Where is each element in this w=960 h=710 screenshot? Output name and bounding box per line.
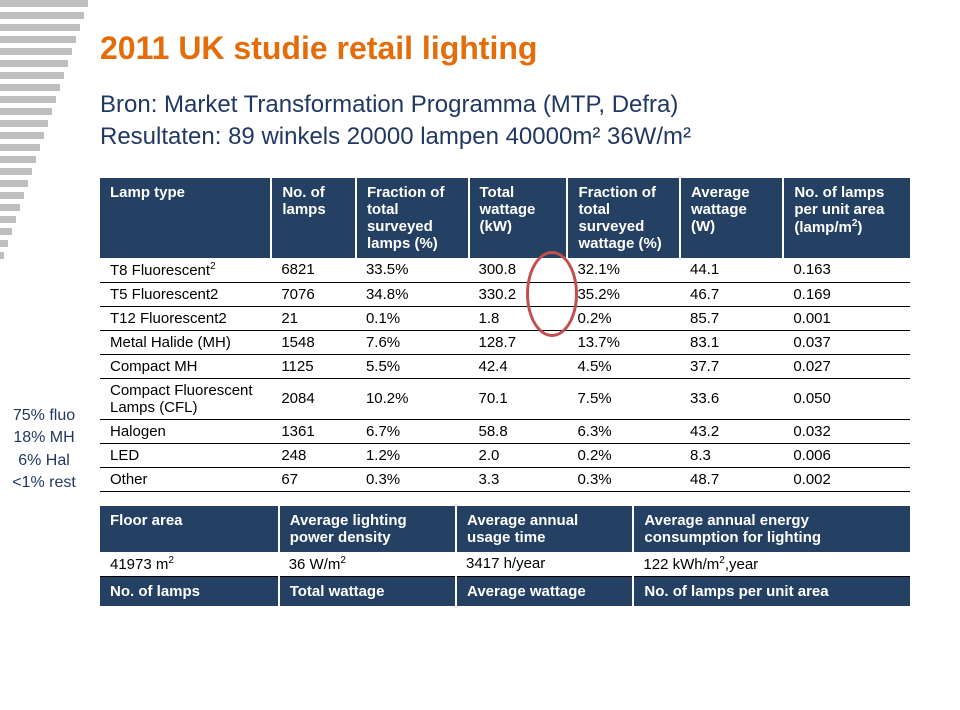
table-cell: 2084 <box>271 378 356 419</box>
table-cell: 3417 h/year <box>456 552 633 577</box>
page-title: 2011 UK studie retail lighting <box>100 30 960 67</box>
table-cell: 42.4 <box>469 354 568 378</box>
summary-footer-cell: No. of lamps <box>100 576 279 606</box>
table-cell: 7.6% <box>356 330 469 354</box>
table-cell: 0.163 <box>783 258 910 283</box>
table-row: T5 Fluorescent2707634.8%330.235.2%46.70.… <box>100 282 910 306</box>
table-cell: 0.027 <box>783 354 910 378</box>
table-cell: 0.169 <box>783 282 910 306</box>
summary-footer-cell: No. of lamps per unit area <box>633 576 910 606</box>
table-cell: 0.032 <box>783 419 910 443</box>
lamp-col-header: Fraction of total surveyed lamps (%) <box>356 178 469 258</box>
table-cell: 0.001 <box>783 306 910 330</box>
table-cell: 6821 <box>271 258 356 283</box>
table-cell: 0.3% <box>567 467 680 491</box>
lamp-col-header: Average wattage (W) <box>680 178 783 258</box>
table-cell: 32.1% <box>567 258 680 283</box>
summary-col-header: Average lighting power density <box>279 506 456 552</box>
table-cell: 2.0 <box>469 443 568 467</box>
summary-table: Floor areaAverage lighting power density… <box>100 506 910 606</box>
table-cell: T8 Fluorescent2 <box>100 258 271 283</box>
summary-header-row: Floor areaAverage lighting power density… <box>100 506 910 552</box>
table-cell: 21 <box>271 306 356 330</box>
table-row: Compact MH11255.5%42.44.5%37.70.027 <box>100 354 910 378</box>
table-row: T8 Fluorescent2682133.5%300.832.1%44.10.… <box>100 258 910 283</box>
table-cell: 0.002 <box>783 467 910 491</box>
table-cell: 6.3% <box>567 419 680 443</box>
table-cell: 3.3 <box>469 467 568 491</box>
table-cell: 5.5% <box>356 354 469 378</box>
table-cell: 13.7% <box>567 330 680 354</box>
table-cell: 1361 <box>271 419 356 443</box>
table-cell: 0.037 <box>783 330 910 354</box>
table-cell: 0.2% <box>567 306 680 330</box>
table-cell: 34.8% <box>356 282 469 306</box>
table-cell: 248 <box>271 443 356 467</box>
table-row: Metal Halide (MH)15487.6%128.713.7%83.10… <box>100 330 910 354</box>
subtitle-line-2: Resultaten: 89 winkels 20000 lampen 4000… <box>100 123 691 150</box>
lamp-col-header: No. of lamps <box>271 178 356 258</box>
table-cell: 67 <box>271 467 356 491</box>
summary-data-row: 41973 m236 W/m23417 h/year122 kWh/m2,yea… <box>100 552 910 577</box>
table-cell: LED <box>100 443 271 467</box>
table-cell: 1.2% <box>356 443 469 467</box>
table-cell: T12 Fluorescent2 <box>100 306 271 330</box>
table-cell: 37.7 <box>680 354 783 378</box>
table-cell: 85.7 <box>680 306 783 330</box>
summary-footer-cell: Average wattage <box>456 576 633 606</box>
lamp-col-header: No. of lamps per unit area (lamp/m2) <box>783 178 910 258</box>
highlight-circle <box>526 251 578 337</box>
table-cell: 58.8 <box>469 419 568 443</box>
table-row: LED2481.2%2.00.2%8.30.006 <box>100 443 910 467</box>
table-cell: 8.3 <box>680 443 783 467</box>
summary-col-header: Average annual usage time <box>456 506 633 552</box>
lamp-table-header-row: Lamp typeNo. of lampsFraction of total s… <box>100 178 910 258</box>
table-cell: 4.5% <box>567 354 680 378</box>
table-cell: 1125 <box>271 354 356 378</box>
table-cell: 10.2% <box>356 378 469 419</box>
table-cell: 33.6 <box>680 378 783 419</box>
table-cell: Halogen <box>100 419 271 443</box>
table-cell: 36 W/m2 <box>279 552 456 577</box>
table-cell: 0.2% <box>567 443 680 467</box>
lamp-col-header: Fraction of total surveyed wattage (%) <box>567 178 680 258</box>
table-cell: 41973 m2 <box>100 552 279 577</box>
table-cell: 70.1 <box>469 378 568 419</box>
table-cell: Compact MH <box>100 354 271 378</box>
table-cell: 0.3% <box>356 467 469 491</box>
table-cell: 0.1% <box>356 306 469 330</box>
table-row: Compact Fluorescent Lamps (CFL)208410.2%… <box>100 378 910 419</box>
summary-col-header: Average annual energy consumption for li… <box>633 506 910 552</box>
table-cell: 7076 <box>271 282 356 306</box>
table-row: Other670.3%3.30.3%48.70.002 <box>100 467 910 491</box>
summary-footer-cell: Total wattage <box>279 576 456 606</box>
table-row: T12 Fluorescent2210.1%1.80.2%85.70.001 <box>100 306 910 330</box>
lamp-col-header: Lamp type <box>100 178 271 258</box>
table-cell: Compact Fluorescent Lamps (CFL) <box>100 378 271 419</box>
table-cell: Metal Halide (MH) <box>100 330 271 354</box>
summary-footer-row: No. of lampsTotal wattageAverage wattage… <box>100 576 910 606</box>
table-cell: 44.1 <box>680 258 783 283</box>
table-cell: 35.2% <box>567 282 680 306</box>
lamp-col-header: Total wattage (kW) <box>469 178 568 258</box>
table-cell: 0.006 <box>783 443 910 467</box>
table-cell: 6.7% <box>356 419 469 443</box>
summary-col-header: Floor area <box>100 506 279 552</box>
table-row: Halogen13616.7%58.86.3%43.20.032 <box>100 419 910 443</box>
table-cell: 33.5% <box>356 258 469 283</box>
table-cell: 46.7 <box>680 282 783 306</box>
table-cell: 83.1 <box>680 330 783 354</box>
subtitle-line-1: Bron: Market Transformation Programma (M… <box>100 91 678 118</box>
table-cell: T5 Fluorescent2 <box>100 282 271 306</box>
table-cell: 1548 <box>271 330 356 354</box>
table-cell: 7.5% <box>567 378 680 419</box>
table-cell: Other <box>100 467 271 491</box>
table-cell: 43.2 <box>680 419 783 443</box>
subtitle: Bron: Market Transformation Programma (M… <box>100 89 960 154</box>
lamp-type-table: Lamp typeNo. of lampsFraction of total s… <box>100 178 910 492</box>
table-cell: 48.7 <box>680 467 783 491</box>
table-cell: 122 kWh/m2,year <box>633 552 910 577</box>
table-cell: 0.050 <box>783 378 910 419</box>
lamp-table-body: T8 Fluorescent2682133.5%300.832.1%44.10.… <box>100 258 910 492</box>
